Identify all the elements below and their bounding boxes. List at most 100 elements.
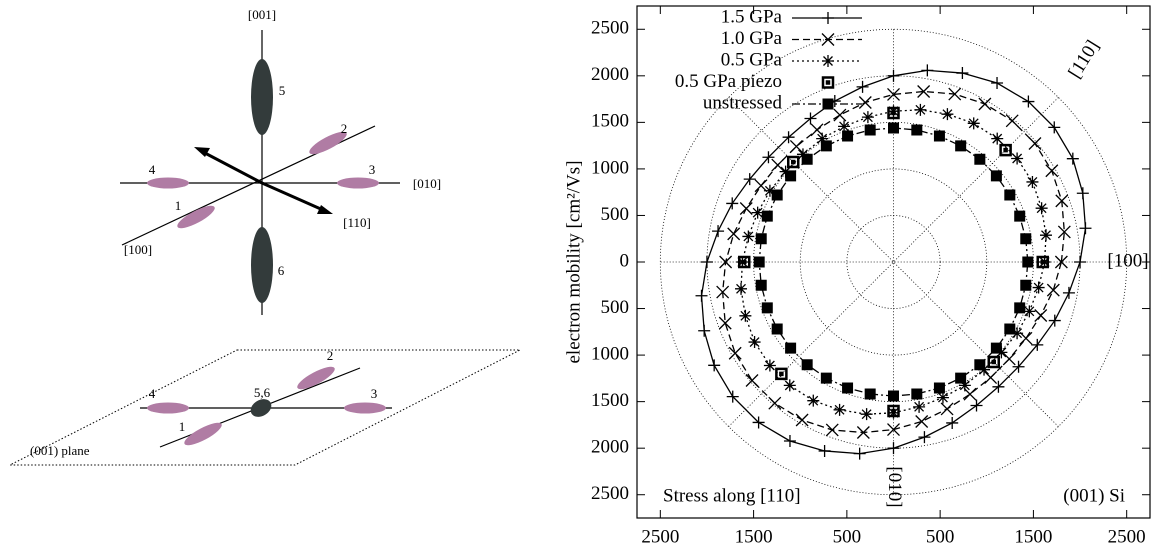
data-point: [783, 379, 796, 392]
data-point: [1004, 323, 1016, 335]
label: 4: [149, 162, 156, 177]
valley: [147, 402, 189, 414]
data-point: [1002, 352, 1016, 366]
data-point: [1026, 175, 1039, 188]
label: [110]: [343, 215, 371, 230]
data-point: [887, 106, 900, 120]
data-point: [1066, 152, 1079, 165]
data-point: [978, 97, 992, 111]
data-point: [864, 388, 876, 400]
label: 3: [371, 386, 378, 401]
y-tick-label: 2000: [591, 437, 629, 458]
data-point: [1048, 314, 1061, 327]
y-tick-label: 1000: [591, 157, 629, 178]
data-point: [887, 69, 900, 82]
data-point: [1074, 256, 1087, 268]
data-point: [761, 302, 773, 314]
x-tick-label: 1500: [1014, 526, 1052, 547]
data-point: [1012, 360, 1025, 373]
legend-label: unstressed: [703, 92, 783, 113]
x-tick-label: 500: [926, 526, 955, 547]
data-point: [1020, 279, 1032, 291]
data-point: [1032, 281, 1045, 294]
data-point: [864, 124, 876, 136]
legend-label: 0.5 GPa piezo: [675, 71, 782, 92]
label: 6: [278, 263, 285, 278]
data-point: [1035, 202, 1048, 215]
label: [001]: [248, 7, 276, 22]
data-point: [1005, 114, 1019, 128]
data-point: [940, 402, 954, 416]
data-point: [990, 342, 1002, 354]
grid-circle: [799, 168, 988, 356]
valley: [337, 177, 379, 189]
data-point: [1055, 194, 1069, 208]
x-tick-label: 1500: [735, 526, 773, 547]
data-point: [987, 355, 1000, 369]
data-point: [728, 346, 742, 360]
data-point: [888, 390, 899, 402]
data-point: [1022, 95, 1035, 108]
data-point: [700, 256, 713, 268]
x-tick-label: 2500: [641, 526, 679, 547]
data-point: [807, 394, 820, 407]
arrow: [261, 181, 324, 212]
x-tick-label: 500: [833, 526, 862, 547]
data-point: [913, 400, 926, 413]
data-point: [921, 64, 934, 77]
data-point: [838, 120, 851, 133]
data-point: [775, 367, 788, 381]
legend-marker: [822, 55, 834, 67]
label: 1: [179, 419, 186, 434]
arrow-head: [317, 205, 333, 214]
y-tick-label: 2000: [591, 64, 629, 85]
data-point: [743, 173, 756, 186]
data-point: [738, 255, 751, 269]
y-tick-label: 2500: [591, 483, 629, 504]
data-point: [911, 124, 923, 136]
y-tick-label: 500: [601, 297, 630, 318]
y-tick-label: 2500: [591, 18, 629, 39]
data-point: [992, 380, 1005, 393]
data-point: [914, 103, 927, 116]
data-point: [755, 279, 767, 291]
data-point: [1039, 229, 1052, 242]
data-point: [735, 282, 748, 295]
data-point: [771, 189, 783, 201]
data-point: [1022, 256, 1034, 268]
legend-marker: [821, 76, 835, 89]
grid-circle: [753, 121, 1034, 403]
data-point: [1046, 283, 1060, 297]
valley: [184, 422, 222, 446]
data-point: [739, 202, 753, 215]
y-tick-label: 0: [620, 250, 630, 271]
data-point: [860, 408, 873, 421]
valley: [251, 59, 273, 135]
valley: [297, 366, 335, 390]
valley: [177, 205, 215, 229]
annotation: [100]: [1107, 250, 1148, 271]
data-point: [974, 359, 986, 371]
data-point: [1048, 121, 1061, 134]
label: 2: [327, 348, 334, 363]
valley: [251, 227, 273, 303]
data-point: [762, 151, 775, 164]
data-point: [795, 413, 809, 427]
y-tick-label: 1000: [591, 343, 629, 364]
data-point: [833, 108, 847, 122]
data-point: [789, 140, 803, 153]
data-point: [801, 153, 813, 165]
annotation: (001) Si: [1063, 485, 1125, 506]
data-point: [990, 170, 1002, 182]
data-point: [1045, 164, 1059, 178]
data-point: [856, 80, 869, 93]
data-point: [941, 108, 954, 121]
valley: [250, 399, 272, 417]
data-point: [748, 336, 761, 349]
data-point: [853, 447, 866, 460]
data-point: [719, 255, 733, 269]
crystal-diagram: [001] 5 2 4 3 [010] 1 [110] [100] 6 2 4 …: [9, 7, 521, 466]
data-point: [785, 342, 797, 354]
y-tick-label: 1500: [591, 390, 629, 411]
polar-chart: 2500 2000 1500 1000 500 0 500 1000 1500 2000 2500 2…: [563, 5, 1151, 547]
